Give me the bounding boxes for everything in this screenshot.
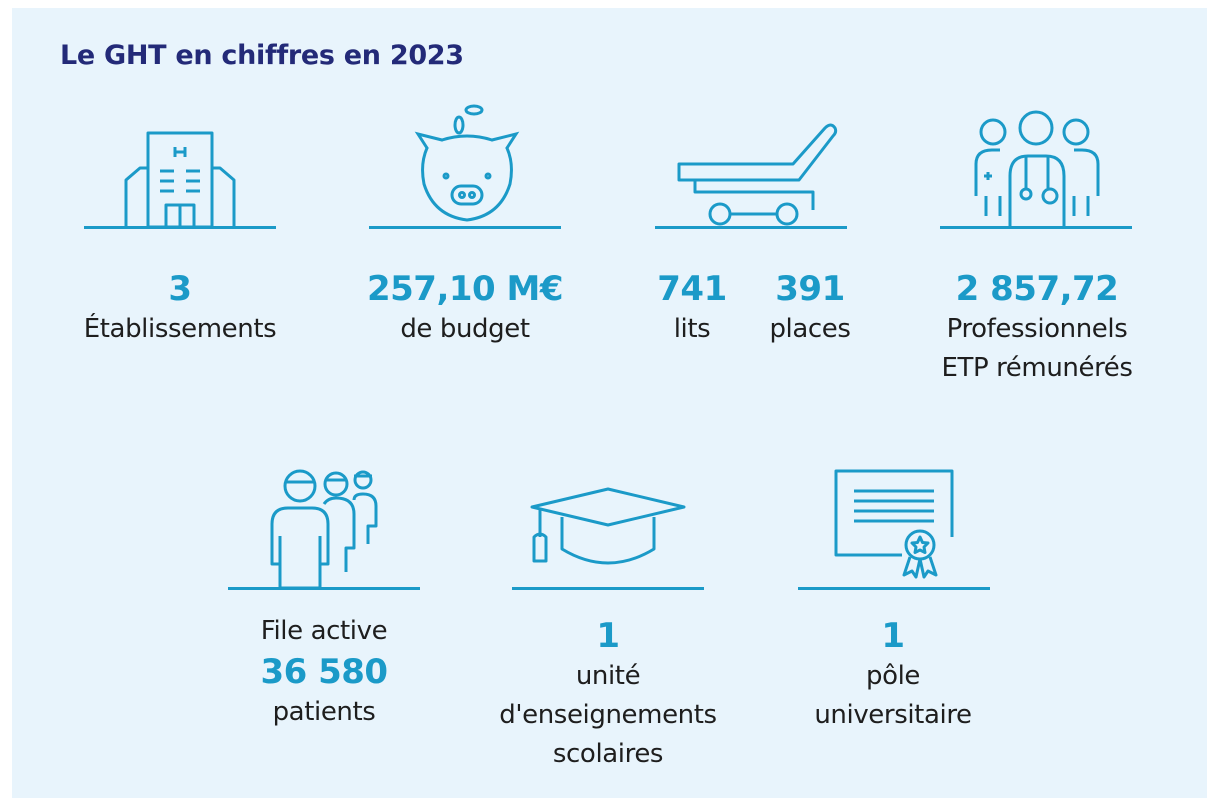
stat-etablissements: 3 Établissements xyxy=(50,268,310,349)
stat-label: d'enseignements xyxy=(499,700,717,730)
hospital-building-icon xyxy=(120,125,240,230)
stat-value: 3 xyxy=(168,269,192,309)
stat-label: Professionnels xyxy=(946,314,1128,344)
patients-queue-icon xyxy=(268,466,383,591)
stat-label: Établissements xyxy=(83,314,277,344)
divider-line xyxy=(228,587,420,590)
divider-line xyxy=(84,226,276,229)
stat-value: 391 xyxy=(775,269,845,309)
stat-label: patients xyxy=(272,697,376,727)
stat-value: 36 580 xyxy=(260,652,388,692)
stat-lits: 741 lits xyxy=(637,268,747,349)
diploma-certificate-icon xyxy=(832,467,957,582)
divider-line xyxy=(369,226,561,229)
stat-label: de budget xyxy=(400,314,530,344)
stat-file-active: File active 36 580 patients xyxy=(194,612,454,732)
page-title: Le GHT en chiffres en 2023 xyxy=(60,40,464,71)
stat-value: 257,10 M€ xyxy=(366,269,564,309)
divider-line xyxy=(798,587,990,590)
stat-places: 391 places xyxy=(755,268,865,349)
stat-label: pôle xyxy=(865,661,921,691)
stat-label: lits xyxy=(673,314,711,344)
hospital-bed-icon xyxy=(675,120,840,230)
stat-value: 1 xyxy=(596,616,620,656)
divider-line xyxy=(940,226,1132,229)
stat-label: unité xyxy=(575,661,641,691)
stat-pole: 1 pôle universitaire xyxy=(763,615,1023,735)
stat-label: File active xyxy=(260,616,388,646)
graduation-cap-icon xyxy=(528,487,688,577)
stat-label: ETP rémunérés xyxy=(941,353,1133,383)
stat-label: places xyxy=(769,314,851,344)
stat-value: 2 857,72 xyxy=(955,269,1119,309)
stat-value: 1 xyxy=(881,616,905,656)
stat-enseignement: 1 unité d'enseignements scolaires xyxy=(478,615,738,774)
medical-staff-icon xyxy=(970,106,1105,230)
stat-label: scolaires xyxy=(552,739,664,769)
piggy-bank-icon xyxy=(412,104,522,229)
divider-line xyxy=(512,587,704,590)
stat-professionnels: 2 857,72 Professionnels ETP rémunérés xyxy=(907,268,1167,388)
stat-label: universitaire xyxy=(814,700,972,730)
stat-value: 741 xyxy=(657,269,727,309)
divider-line xyxy=(655,226,847,229)
stat-budget: 257,10 M€ de budget xyxy=(335,268,595,349)
